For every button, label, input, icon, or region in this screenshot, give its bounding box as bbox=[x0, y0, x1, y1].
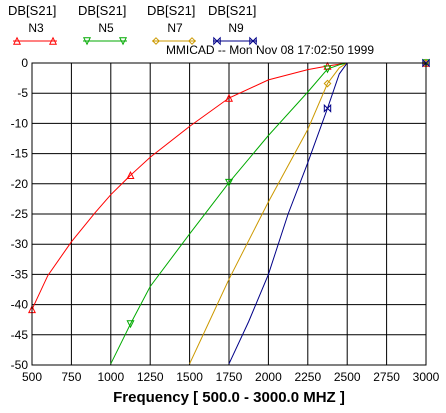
data-marker-N7-0 bbox=[323, 79, 332, 88]
y-tick-label-6: -30 bbox=[11, 237, 29, 251]
y-tick-label-5: -25 bbox=[11, 207, 29, 221]
x-tick-label-7: 2250 bbox=[294, 370, 321, 384]
data-marker-N5-0 bbox=[126, 320, 135, 329]
legend-measure-N7: DB[S21] bbox=[147, 3, 195, 18]
legend-measure-N5: DB[S21] bbox=[78, 3, 126, 18]
x-tick-label-2: 1000 bbox=[97, 370, 124, 384]
y-tick-label-9: -45 bbox=[11, 328, 29, 342]
legend-marker-right-N5 bbox=[118, 37, 128, 46]
x-tick-label-1: 750 bbox=[61, 370, 81, 384]
x-tick-label-10: 3000 bbox=[413, 370, 440, 384]
legend-marker-left-N5 bbox=[82, 37, 92, 46]
legend-marker-right-N7 bbox=[188, 37, 196, 45]
legend-name-N5: N5 bbox=[98, 21, 114, 35]
plot-frame bbox=[31, 62, 427, 366]
legend-measure-N9: DB[S21] bbox=[208, 3, 256, 18]
data-marker-N3-2 bbox=[224, 93, 234, 102]
y-tick-label-2: -10 bbox=[11, 116, 29, 130]
legend-name-N9: N9 bbox=[228, 21, 244, 35]
y-tick-label-7: -35 bbox=[11, 267, 29, 281]
legend-measure-N3: DB[S21] bbox=[8, 3, 56, 18]
chart-subtitle: MMICAD -- Mon Nov 08 17:02:50 1999 bbox=[166, 43, 374, 57]
x-tick-label-5: 1750 bbox=[216, 370, 243, 384]
y-tick-label-4: -20 bbox=[11, 177, 29, 191]
series-line-N3 bbox=[31, 62, 426, 310]
legend-name-N3: N3 bbox=[28, 21, 44, 35]
legend: DB[S21] N3 DB[S21] N5 DB[S21] N7 DB[S21] N9 bbox=[8, 3, 257, 46]
x-tick-label-6: 2000 bbox=[255, 370, 282, 384]
series-group bbox=[31, 62, 426, 365]
legend-marker-left-N9 bbox=[213, 36, 221, 46]
data-marker-N5-1 bbox=[224, 178, 234, 187]
y-tick-label-3: -15 bbox=[11, 147, 29, 161]
x-tick-label-0: 500 bbox=[22, 370, 42, 384]
legend-marker-left-N7 bbox=[152, 37, 160, 45]
legend-marker-left-N3 bbox=[12, 36, 22, 45]
y-tick-label-1: -5 bbox=[17, 86, 28, 100]
tick-labels: 500 750 1000 1250 1500 1750 2000 2250 2500 2750 30… bbox=[11, 56, 440, 384]
x-tick-label-9: 2750 bbox=[373, 370, 400, 384]
series-line-N7 bbox=[189, 62, 426, 365]
y-tick-label-8: -40 bbox=[11, 298, 29, 312]
data-marker-N9-1 bbox=[422, 58, 430, 68]
x-axis-label: Frequency [ 500.0 - 3000.0 MHZ ] bbox=[113, 389, 345, 406]
y-tick-label-0: 0 bbox=[21, 56, 28, 70]
x-tick-label-3: 1250 bbox=[137, 370, 164, 384]
data-marker-N5-2 bbox=[323, 65, 332, 74]
legend-marker-right-N9 bbox=[249, 36, 257, 46]
legend-marker-right-N3 bbox=[48, 36, 58, 45]
legend-name-N7: N7 bbox=[167, 21, 183, 35]
series-line-N9 bbox=[228, 62, 426, 365]
grid bbox=[31, 62, 427, 366]
data-marker-N3-1 bbox=[126, 171, 135, 180]
data-marker-N9-0 bbox=[323, 103, 332, 113]
x-tick-label-4: 1500 bbox=[176, 370, 203, 384]
x-tick-label-8: 2500 bbox=[334, 370, 361, 384]
y-tick-label-10: -50 bbox=[11, 358, 29, 372]
series-line-N5 bbox=[110, 62, 426, 365]
